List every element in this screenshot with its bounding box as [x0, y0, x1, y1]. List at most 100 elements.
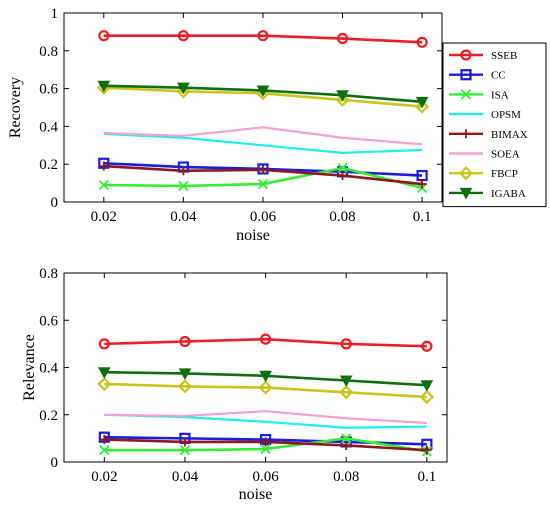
- data-point: [417, 179, 427, 189]
- data-point: [99, 445, 110, 456]
- legend-entry: IGABA: [449, 187, 526, 200]
- legend-entry: OPSM: [449, 109, 521, 121]
- series-line: [104, 337, 427, 348]
- legend-label: SOEA: [491, 149, 520, 161]
- y-tick-label: 1: [51, 6, 59, 22]
- series-soea: [103, 126, 423, 146]
- legend: SSEB CC ISA OPSM BIMAX SOEA FBCP IGABA: [442, 42, 547, 208]
- series-line: [103, 126, 423, 146]
- legend-marker: [461, 129, 471, 139]
- legend-label: IGABA: [491, 188, 526, 200]
- data-point: [415, 96, 429, 109]
- data-point: [178, 368, 192, 380]
- data-point: [416, 36, 428, 48]
- series-igaba: [97, 80, 429, 109]
- data-point: [340, 338, 352, 350]
- series-line: [103, 34, 423, 44]
- legend-entry: SOEA: [449, 149, 520, 161]
- x-tick-label: 0.08: [329, 209, 355, 225]
- data-point: [97, 376, 112, 392]
- data-point: [258, 165, 268, 175]
- x-tick-label: 0.08: [333, 469, 359, 485]
- series-line-5: [99, 435, 432, 455]
- data-point: [97, 80, 111, 93]
- data-point: [177, 82, 190, 95]
- data-point: [259, 333, 272, 345]
- series-line-8: [97, 367, 434, 392]
- data-point: [335, 92, 350, 107]
- y-tick-label: 0: [51, 455, 59, 471]
- data-point: [257, 30, 269, 42]
- legend-marker: [458, 166, 474, 181]
- legend-marker: [459, 187, 473, 200]
- data-point: [339, 375, 353, 388]
- data-point: [180, 437, 190, 447]
- y-tick-label: 0.8: [39, 266, 58, 282]
- x-tick-label: 0.04: [170, 209, 197, 225]
- data-point: [99, 435, 109, 445]
- data-point: [421, 340, 433, 352]
- y-tick-label: 0.2: [39, 157, 58, 173]
- data-point: [260, 443, 271, 455]
- data-point: [420, 380, 434, 392]
- y-axis-label: Recovery: [7, 77, 24, 138]
- data-point: [177, 379, 193, 394]
- series-sseb: [98, 30, 428, 48]
- series-opsm: [103, 132, 423, 154]
- series-line-1: [98, 333, 433, 352]
- data-point: [341, 440, 351, 450]
- legend-entry: FBCP: [449, 166, 518, 181]
- x-tick-label: 0.1: [413, 209, 432, 225]
- data-point: [99, 161, 109, 171]
- legend-label: ISA: [491, 89, 509, 101]
- legend-marker: [460, 89, 472, 100]
- y-tick-label: 0.6: [39, 82, 58, 98]
- legend-label: FBCP: [491, 168, 518, 180]
- legend-label: BIMAX: [491, 129, 528, 141]
- x-tick-label: 0.02: [91, 469, 117, 485]
- y-tick-label: 0.8: [39, 44, 58, 60]
- data-point: [177, 30, 189, 42]
- data-point: [338, 171, 348, 181]
- series-isa: [98, 162, 428, 193]
- data-point: [97, 367, 111, 379]
- series-line: [104, 410, 427, 425]
- y-tick-label: 0.4: [39, 361, 58, 377]
- legend-box: [442, 42, 547, 208]
- data-point: [337, 162, 348, 174]
- legend-label: SSEB: [491, 50, 517, 62]
- legend-marker: [460, 49, 472, 61]
- series-bimax: [99, 161, 427, 189]
- data-point: [259, 370, 272, 383]
- y-tick-label: 0.2: [39, 408, 58, 424]
- data-point: [341, 433, 352, 444]
- series-line: [104, 382, 427, 399]
- x-tick-label: 0.02: [91, 209, 117, 225]
- data-point: [336, 90, 349, 102]
- legend-marker: [460, 69, 472, 81]
- x-tick-label: 0.06: [252, 469, 279, 485]
- data-point: [98, 179, 109, 191]
- legend-label: OPSM: [491, 109, 521, 121]
- series-line-7: [97, 376, 434, 405]
- data-point: [257, 178, 269, 190]
- data-point: [178, 180, 189, 192]
- data-point: [179, 445, 191, 456]
- data-point: [258, 380, 273, 395]
- data-point: [339, 385, 354, 400]
- legend-entry: SSEB: [449, 49, 517, 62]
- y-tick-label: 0.6: [39, 313, 58, 329]
- series-line: [103, 132, 423, 154]
- data-point: [336, 32, 349, 45]
- data-point: [261, 437, 271, 447]
- data-point: [179, 335, 191, 348]
- legend-label: CC: [491, 70, 506, 82]
- data-point: [256, 85, 270, 98]
- data-point: [98, 30, 110, 42]
- chart-2: 0.02 0.04 0.06 0.08 0.1 0 0.2 0.4 0.6 0.8 noise Rel…: [21, 266, 448, 503]
- y-axis-label: Relevance: [21, 334, 38, 401]
- series-line-6: [104, 410, 427, 425]
- plot-frame: [63, 272, 448, 463]
- x-tick-label: 0.1: [417, 469, 436, 485]
